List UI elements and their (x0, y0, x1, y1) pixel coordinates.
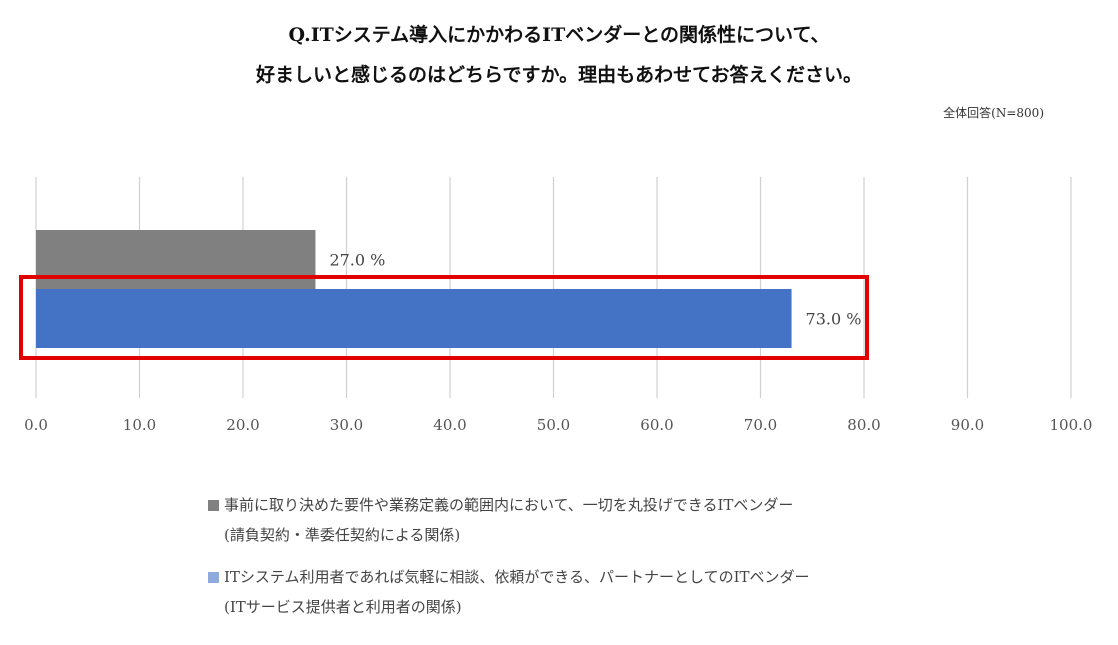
x-tick-label-0: 0.0 (24, 416, 48, 434)
bar-1 (36, 230, 316, 289)
x-tick-label-4: 40.0 (433, 416, 466, 434)
x-tick-label-6: 60.0 (640, 416, 673, 434)
bar-2 (36, 289, 792, 348)
legend-swatch-1 (208, 499, 219, 511)
chart-title-line-2: 好ましいと感じるのはどちらですか。理由もあわせてお答えください。 (256, 64, 862, 86)
legend-swatch-2 (208, 571, 219, 583)
x-tick-label-5: 50.0 (537, 416, 570, 434)
legend-item-2: ITシステム利用者であれば気軽に相談、依頼ができる、パートナーとしてのITベンダ… (208, 562, 810, 622)
data-label-1: 27.0 % (329, 251, 385, 270)
x-tick-label-9: 90.0 (951, 416, 984, 434)
chart-title-line-1: Q.ITシステム導入にかかわるITベンダーとの関係性について、 (288, 24, 830, 46)
x-tick-label-10: 100.0 (1050, 416, 1093, 434)
x-tick-label-7: 70.0 (744, 416, 777, 434)
sample-size-note: 全体回答(N=800) (943, 106, 1044, 120)
legend-label-2-line-1: ITシステム利用者であれば気軽に相談、依頼ができる、パートナーとしてのITベンダ… (224, 568, 810, 586)
legend-label-2-line-2: (ITサービス提供者と利用者の関係) (224, 598, 462, 616)
x-tick-label-3: 30.0 (330, 416, 363, 434)
legend-label-1-line-2: (請負契約・準委任契約による関係) (224, 526, 461, 544)
x-tick-label-1: 10.0 (123, 416, 156, 434)
x-tick-label-2: 20.0 (226, 416, 259, 434)
data-label-2: 73.0 % (806, 310, 862, 329)
legend-item-1: 事前に取り決めた要件や業務定義の範囲内において、一切を丸投げできるITベンダー … (208, 490, 793, 550)
x-tick-label-8: 80.0 (847, 416, 880, 434)
legend-label-1-line-1: 事前に取り決めた要件や業務定義の範囲内において、一切を丸投げできるITベンダー (224, 496, 794, 514)
highlight-box (19, 275, 869, 360)
